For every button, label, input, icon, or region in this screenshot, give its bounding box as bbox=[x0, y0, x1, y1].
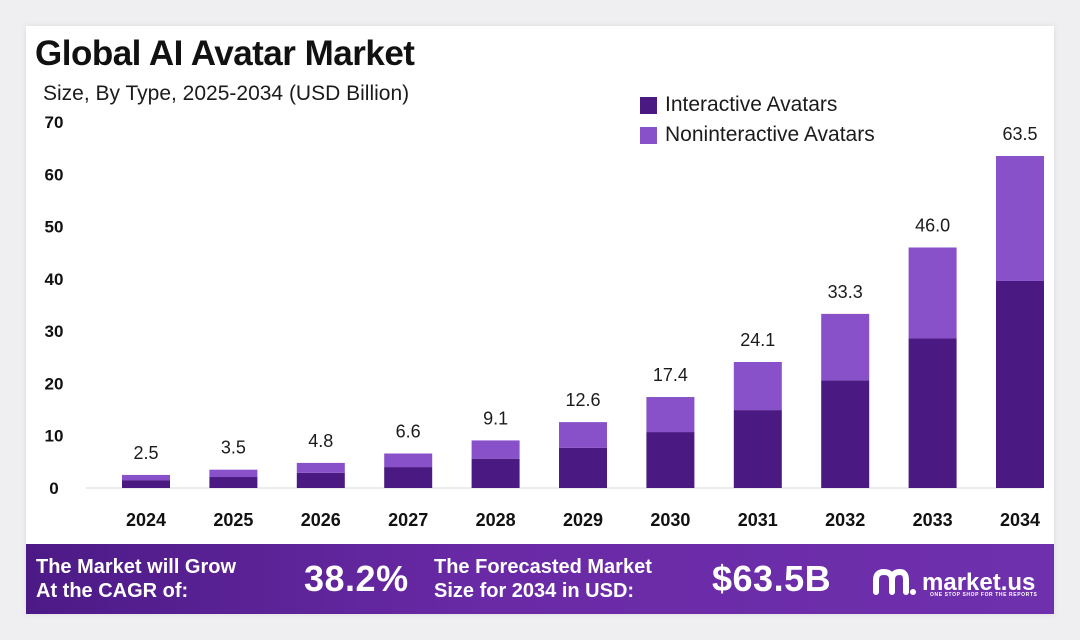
legend-label-noninteractive: Noninteractive Avatars bbox=[665, 123, 875, 146]
legend-label-interactive: Interactive Avatars bbox=[665, 93, 838, 116]
x-tick-label-2031: 2031 bbox=[738, 510, 778, 530]
chart-legend: Interactive Avatars Noninteractive Avata… bbox=[640, 90, 875, 150]
cagr-label: The Market will Grow At the CAGR of: bbox=[36, 555, 236, 603]
data-label-2027: 6.6 bbox=[396, 421, 421, 441]
x-tick-label-2024: 2024 bbox=[126, 510, 166, 530]
bar-interactive-2026 bbox=[296, 472, 345, 488]
y-tick-label: 20 bbox=[45, 374, 64, 393]
bar-chart: 0102030405060702.520243.520254.820266.62… bbox=[45, 113, 1044, 530]
data-label-2024: 2.5 bbox=[133, 443, 158, 463]
bar-interactive-2034 bbox=[996, 280, 1044, 488]
data-label-2033: 46.0 bbox=[915, 215, 950, 235]
data-label-2029: 12.6 bbox=[565, 390, 600, 410]
bar-interactive-2024 bbox=[122, 480, 170, 488]
chart-card: Global AI Avatar Market Size, By Type, 2… bbox=[26, 26, 1054, 614]
legend-item-noninteractive: Noninteractive Avatars bbox=[640, 120, 875, 150]
x-tick-label-2033: 2033 bbox=[913, 510, 953, 530]
bar-interactive-2027 bbox=[384, 467, 433, 488]
cagr-value: 38.2% bbox=[304, 558, 409, 599]
bar-noninteractive-2028 bbox=[471, 440, 520, 459]
bar-interactive-2029 bbox=[559, 447, 607, 488]
data-label-2031: 24.1 bbox=[740, 330, 775, 350]
data-label-2028: 9.1 bbox=[483, 408, 508, 428]
x-tick-label-2025: 2025 bbox=[213, 510, 253, 530]
forecast-label-line-1: The Forecasted Market bbox=[434, 556, 652, 578]
bar-interactive-2031 bbox=[733, 410, 782, 488]
logo-wordmark: market.us bbox=[922, 569, 1036, 596]
legend-item-interactive: Interactive Avatars bbox=[640, 90, 875, 120]
y-tick-label: 50 bbox=[45, 218, 64, 237]
x-tick-label-2030: 2030 bbox=[650, 510, 690, 530]
cagr-label-line-2: At the CAGR of: bbox=[36, 580, 189, 602]
x-tick-label-2029: 2029 bbox=[563, 510, 603, 530]
y-tick-label: 60 bbox=[45, 165, 64, 184]
chart-title: Global AI Avatar Market bbox=[35, 34, 415, 73]
bar-noninteractive-2029 bbox=[559, 422, 607, 448]
bar-interactive-2030 bbox=[646, 432, 695, 488]
forecast-label-line-2: Size for 2034 in USD: bbox=[434, 580, 635, 602]
bar-interactive-2032 bbox=[821, 380, 870, 488]
data-label-2034: 63.5 bbox=[1002, 124, 1037, 144]
bar-noninteractive-2030 bbox=[646, 397, 695, 433]
x-tick-label-2032: 2032 bbox=[825, 510, 865, 530]
logo-tagline: ONE STOP SHOP FOR THE REPORTS bbox=[930, 592, 1038, 598]
bar-noninteractive-2025 bbox=[209, 469, 258, 478]
y-tick-label: 30 bbox=[45, 322, 64, 341]
summary-banner: The Market will Grow At the CAGR of: 38.… bbox=[26, 544, 1054, 614]
bar-interactive-2028 bbox=[471, 458, 520, 488]
y-tick-label: 40 bbox=[45, 270, 64, 289]
x-tick-label-2027: 2027 bbox=[388, 510, 428, 530]
data-label-2025: 3.5 bbox=[221, 438, 246, 458]
legend-swatch-interactive bbox=[640, 96, 657, 114]
bar-noninteractive-2033 bbox=[908, 247, 957, 339]
y-tick-label: 70 bbox=[45, 113, 64, 132]
forecast-value: $63.5B bbox=[712, 558, 832, 599]
y-tick-label: 0 bbox=[49, 479, 58, 498]
market-us-logo-icon bbox=[873, 568, 916, 595]
x-tick-label-2028: 2028 bbox=[476, 510, 516, 530]
legend-swatch-noninteractive bbox=[640, 126, 657, 144]
bar-interactive-2033 bbox=[908, 338, 957, 488]
bar-interactive-2025 bbox=[209, 477, 258, 488]
bar-noninteractive-2026 bbox=[296, 462, 345, 473]
data-label-2030: 17.4 bbox=[653, 365, 688, 385]
bar-noninteractive-2024 bbox=[122, 474, 170, 481]
forecast-label: The Forecasted Market Size for 2034 in U… bbox=[434, 555, 652, 603]
y-tick-label: 10 bbox=[45, 427, 64, 446]
bar-noninteractive-2027 bbox=[384, 453, 433, 468]
x-tick-label-2026: 2026 bbox=[301, 510, 341, 530]
data-label-2032: 33.3 bbox=[828, 282, 863, 302]
cagr-label-line-1: The Market will Grow bbox=[36, 556, 237, 578]
bar-noninteractive-2032 bbox=[821, 313, 870, 381]
data-label-2026: 4.8 bbox=[308, 431, 333, 451]
chart-subtitle: Size, By Type, 2025-2034 (USD Billion) bbox=[43, 82, 410, 105]
bar-noninteractive-2034 bbox=[996, 155, 1044, 281]
market-us-logo: market.us bbox=[872, 566, 1035, 600]
bar-noninteractive-2031 bbox=[733, 361, 782, 411]
x-tick-label-2034: 2034 bbox=[1000, 510, 1040, 530]
